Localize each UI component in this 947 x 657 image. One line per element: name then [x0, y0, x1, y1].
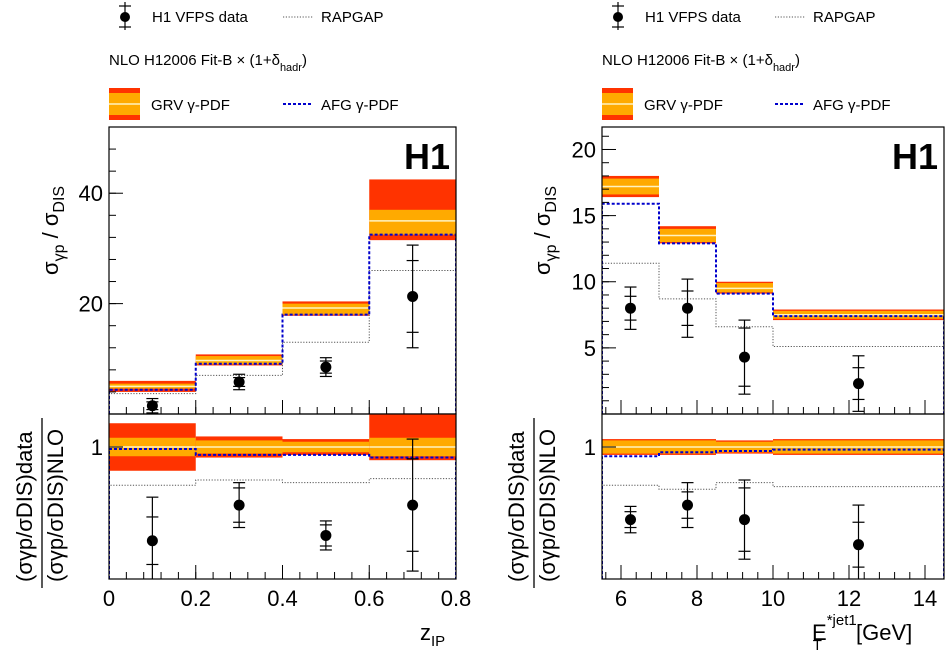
- rapgap-line: [602, 262, 944, 414]
- data-point: [233, 482, 246, 529]
- experiment-label: H1: [404, 136, 450, 177]
- legend-grv-label: GRV γ-PDF: [151, 97, 230, 114]
- x-tick-label: 0: [103, 586, 115, 611]
- plot-area: [109, 179, 456, 414]
- legend-data-marker: [120, 12, 130, 22]
- rapgap-line: [109, 478, 456, 579]
- legend-afg-label: AFG γ-PDF: [321, 97, 399, 114]
- data-marker: [146, 400, 158, 412]
- ylabel-ratio-numerator: (σγp/σDIS)data: [12, 431, 37, 582]
- data-point: [681, 482, 694, 529]
- data-marker: [625, 514, 636, 526]
- xlabel-right: E*jet1 T [GeV]: [812, 612, 912, 654]
- data-marker: [682, 302, 693, 314]
- x-tick-label: 0.4: [267, 586, 298, 611]
- data-marker: [853, 539, 864, 551]
- panel-left-bottom: 1 0 0.2 0.4 0.6 0.8: [91, 413, 472, 611]
- data-point: [624, 286, 637, 330]
- plot-area: [109, 414, 456, 579]
- data-point: [233, 373, 246, 391]
- rapgap-line: [602, 482, 944, 579]
- data-point: [738, 479, 751, 560]
- legend-right: H1 VFPS data RAPGAP NLO H12006 Fit-B × (…: [602, 2, 891, 120]
- data-point: [852, 355, 865, 412]
- data-marker: [146, 535, 158, 547]
- legend-data-marker: [613, 12, 623, 22]
- data-point: [319, 357, 332, 378]
- data-marker: [320, 529, 332, 541]
- data-point: [406, 438, 419, 572]
- x-tick-label: 6: [615, 586, 627, 611]
- legend-rapgap-label: RAPGAP: [321, 9, 384, 26]
- afg-line: [602, 202, 944, 414]
- afg-line: [109, 233, 456, 414]
- afg-line: [602, 448, 944, 579]
- data-marker: [739, 351, 750, 363]
- data-point: [681, 278, 694, 338]
- x-tick-label: 0.6: [354, 586, 385, 611]
- legend-grv-label: GRV γ-PDF: [644, 97, 723, 114]
- data-marker: [853, 378, 864, 390]
- nlo-inner-band: [282, 303, 370, 315]
- ylabel-left-top: σγp / σDIS: [38, 186, 68, 275]
- data-point: [624, 505, 637, 534]
- x-tick-label: 0.8: [441, 586, 472, 611]
- y-tick-label: 10: [572, 270, 596, 295]
- ylabel-ratio-denominator: (σγp/σDIS)NLO: [43, 429, 68, 582]
- data-point: [406, 244, 419, 349]
- ylabel-right-top: σγp / σDIS: [530, 186, 560, 275]
- data-marker: [233, 499, 245, 511]
- plot-area: [602, 175, 944, 414]
- panel-left-top: 20 40 H1: [79, 126, 457, 415]
- ylabel-right-bottom: (σγp/σDIS)data (σγp/σDIS)NLO: [504, 418, 560, 588]
- data-point: [738, 319, 751, 395]
- legend-data-label: H1 VFPS data: [645, 9, 742, 26]
- data-point: [146, 496, 159, 579]
- legend-rapgap-label: RAPGAP: [813, 9, 876, 26]
- ylabel-left-bottom: (σγp/σDIS)data (σγp/σDIS)NLO: [12, 418, 68, 588]
- y-tick-label: 20: [79, 292, 103, 317]
- panel-frame: [601, 413, 945, 580]
- legend-left: H1 VFPS data RAPGAP NLO H12006 Fit-B × (…: [109, 2, 399, 120]
- x-tick-label: 10: [761, 586, 785, 611]
- y-tick-label: 15: [572, 204, 596, 229]
- legend-data-label: H1 VFPS data: [152, 9, 249, 26]
- data-marker: [233, 376, 245, 388]
- data-marker: [407, 290, 419, 302]
- panel-right-bottom: 1 6 8 10 12 14: [584, 413, 945, 611]
- data-marker: [407, 499, 419, 511]
- xlabel-left: zIP: [420, 620, 445, 650]
- data-marker: [320, 361, 332, 373]
- y-tick-label: 1: [91, 435, 103, 460]
- legend-nlo-label: NLO H12006 Fit-B × (1+δhadr): [109, 52, 307, 74]
- nlo-inner-band: [369, 209, 456, 235]
- y-tick-label: 5: [584, 336, 596, 361]
- data-marker: [625, 302, 636, 314]
- data-marker: [682, 499, 693, 511]
- x-tick-label: 14: [913, 586, 937, 611]
- y-tick-label: 1: [584, 435, 596, 460]
- ylabel-ratio-numerator: (σγp/σDIS)data: [504, 431, 529, 582]
- plot-area: [602, 439, 944, 579]
- data-point: [852, 504, 865, 579]
- panel-right-top: 5 10 15 20 H1: [572, 126, 945, 415]
- legend-afg-label: AFG γ-PDF: [813, 97, 891, 114]
- x-tick-label: 12: [837, 586, 861, 611]
- y-tick-label: 40: [79, 181, 103, 206]
- data-point: [146, 397, 159, 414]
- experiment-label: H1: [892, 136, 938, 177]
- x-tick-label: 0.2: [180, 586, 211, 611]
- y-tick-label: 20: [572, 137, 596, 162]
- legend-nlo-label: NLO H12006 Fit-B × (1+δhadr): [602, 52, 800, 74]
- afg-line: [109, 447, 456, 579]
- data-point: [319, 520, 332, 551]
- x-tick-label: 8: [691, 586, 703, 611]
- ylabel-ratio-denominator: (σγp/σDIS)NLO: [535, 429, 560, 582]
- data-marker: [739, 514, 750, 526]
